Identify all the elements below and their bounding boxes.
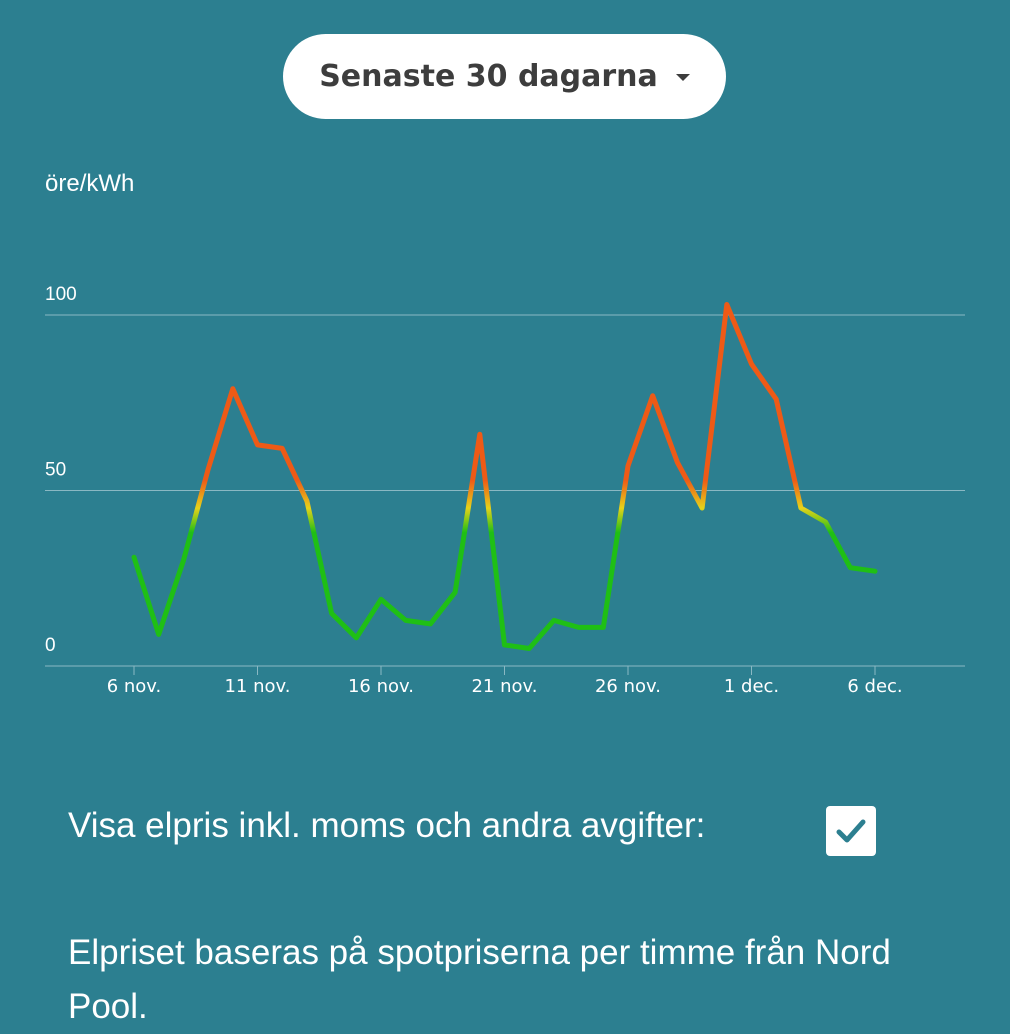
x-tick-label: 11 nov. (224, 676, 290, 697)
vat-checkbox[interactable] (826, 806, 876, 856)
info-text: Elpriset baseras på spotpriserna per tim… (68, 933, 891, 1026)
y-tick-label: 0 (45, 635, 56, 656)
vat-option-label: Visa elpris inkl. moms och andra avgifte… (68, 806, 706, 845)
y-axis-unit-label: öre/kWh (45, 170, 135, 197)
check-icon (836, 819, 866, 843)
period-dropdown-label: Senaste 30 dagarna (319, 59, 658, 94)
y-tick-label: 100 (45, 284, 77, 305)
price-chart: 0 50 100 6 nov. 11 nov. 16 nov. 21 nov. 26 nov… (45, 284, 965, 697)
x-tick-label: 21 nov. (471, 676, 537, 697)
x-tick-label: 6 nov. (107, 676, 162, 697)
vat-option-row: Visa elpris inkl. moms och andra avgifte… (68, 806, 705, 846)
x-tick-label: 26 nov. (595, 676, 661, 697)
price-series-line (131, 302, 878, 651)
x-tick-label: 6 dec. (847, 676, 902, 697)
x-tick-label: 1 dec. (724, 676, 779, 697)
x-tick-label: 16 nov. (348, 676, 414, 697)
caret-down-icon (675, 74, 690, 81)
period-dropdown[interactable]: Senaste 30 dagarna (283, 34, 726, 119)
y-tick-label: 50 (45, 460, 66, 481)
